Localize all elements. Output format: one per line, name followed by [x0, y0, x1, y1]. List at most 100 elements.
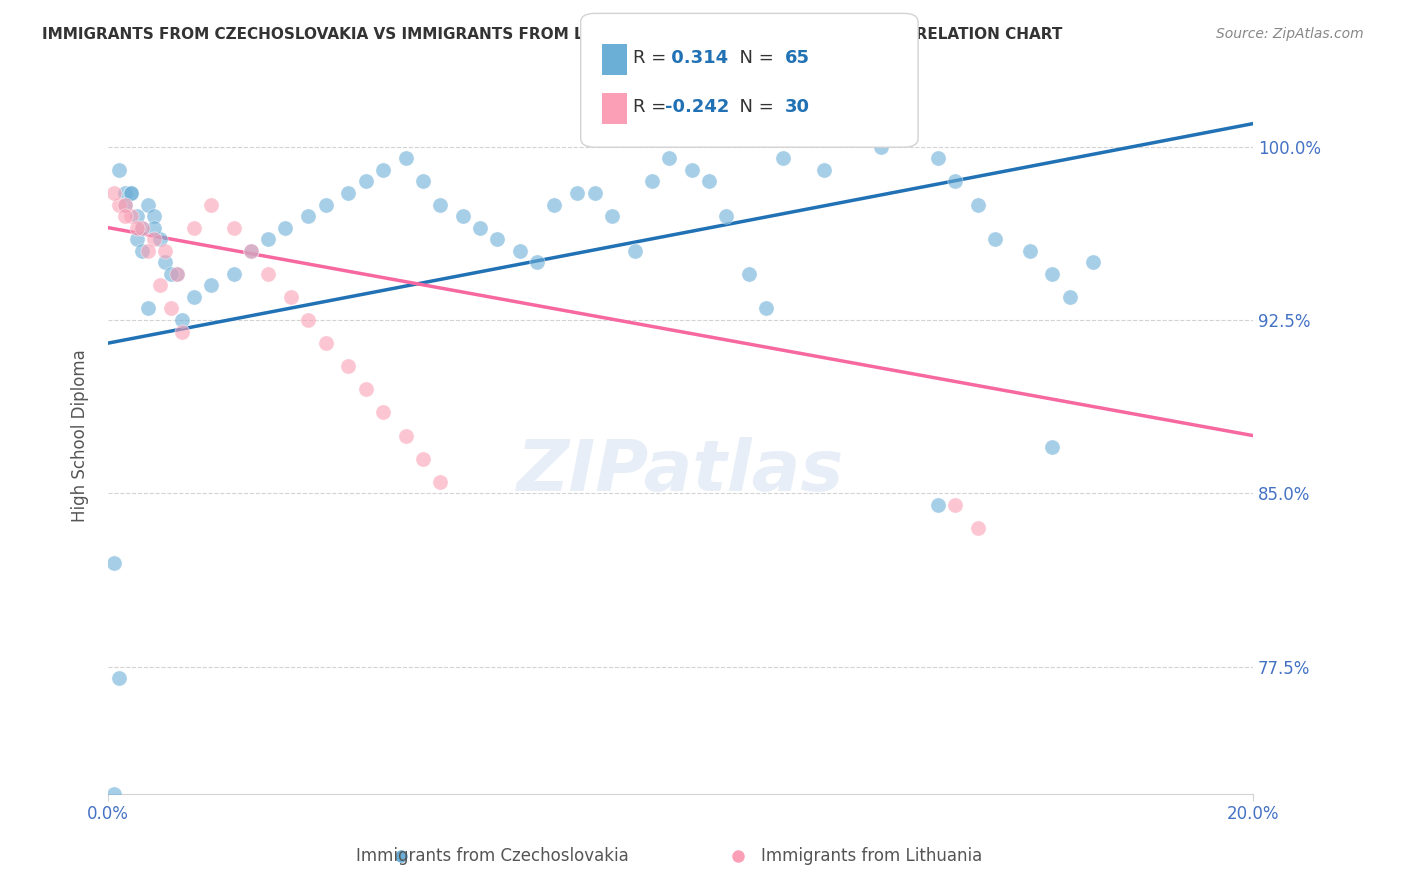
- Point: [114, 209, 136, 223]
- Point: [623, 244, 645, 258]
- Point: [142, 209, 165, 223]
- Point: [927, 151, 949, 165]
- Text: ZIPatlas: ZIPatlas: [517, 437, 844, 506]
- Point: [274, 220, 297, 235]
- Point: [543, 197, 565, 211]
- Point: [257, 232, 280, 246]
- Point: [172, 325, 194, 339]
- Point: [468, 220, 491, 235]
- Point: [114, 197, 136, 211]
- Text: N =: N =: [728, 98, 780, 116]
- Point: [166, 267, 188, 281]
- Point: [108, 671, 131, 685]
- Point: [1042, 267, 1064, 281]
- Point: [755, 301, 778, 316]
- Point: [600, 209, 623, 223]
- Point: [927, 498, 949, 512]
- Point: [131, 244, 153, 258]
- Point: [131, 220, 153, 235]
- Text: Immigrants from Lithuania: Immigrants from Lithuania: [761, 847, 983, 865]
- Text: R =: R =: [633, 98, 672, 116]
- Point: [103, 787, 125, 801]
- Point: [148, 232, 170, 246]
- Point: [155, 244, 177, 258]
- Point: [583, 186, 606, 200]
- Point: [943, 498, 966, 512]
- Point: [567, 186, 589, 200]
- Point: [395, 151, 418, 165]
- Point: [429, 475, 451, 489]
- Point: [103, 556, 125, 570]
- Point: [200, 197, 222, 211]
- Point: [240, 244, 263, 258]
- Point: [120, 186, 142, 200]
- Point: [658, 151, 681, 165]
- Point: [738, 267, 761, 281]
- Point: [354, 382, 377, 396]
- Point: [337, 359, 360, 374]
- Point: [371, 162, 394, 177]
- Point: [257, 267, 280, 281]
- Point: [1018, 244, 1040, 258]
- Point: [120, 209, 142, 223]
- Point: [114, 197, 136, 211]
- Point: [125, 232, 148, 246]
- Point: [103, 186, 125, 200]
- Text: Immigrants from Czechoslovakia: Immigrants from Czechoslovakia: [356, 847, 628, 865]
- Point: [716, 209, 738, 223]
- Text: 65: 65: [785, 49, 810, 67]
- Point: [172, 313, 194, 327]
- Point: [813, 162, 835, 177]
- Point: [131, 220, 153, 235]
- Point: [1042, 440, 1064, 454]
- Text: N =: N =: [728, 49, 780, 67]
- Point: [136, 197, 159, 211]
- Point: [142, 220, 165, 235]
- Point: [183, 290, 205, 304]
- Point: [108, 197, 131, 211]
- Point: [486, 232, 509, 246]
- Text: IMMIGRANTS FROM CZECHOSLOVAKIA VS IMMIGRANTS FROM LITHUANIA HIGH SCHOOL DIPLOMA : IMMIGRANTS FROM CZECHOSLOVAKIA VS IMMIGR…: [42, 27, 1063, 42]
- Point: [967, 197, 990, 211]
- Point: [136, 301, 159, 316]
- Point: [943, 174, 966, 188]
- Point: [772, 151, 794, 165]
- Point: [641, 174, 664, 188]
- Text: R =: R =: [633, 49, 672, 67]
- Point: [354, 174, 377, 188]
- Point: [280, 290, 302, 304]
- Point: [412, 451, 434, 466]
- Point: [526, 255, 548, 269]
- Point: [697, 174, 720, 188]
- Point: [240, 244, 263, 258]
- Point: [166, 267, 188, 281]
- Point: [984, 232, 1007, 246]
- Point: [509, 244, 531, 258]
- Point: [142, 232, 165, 246]
- Text: 30: 30: [785, 98, 810, 116]
- Point: [412, 174, 434, 188]
- Point: [429, 197, 451, 211]
- Point: [297, 313, 319, 327]
- Point: [451, 209, 474, 223]
- Point: [200, 278, 222, 293]
- Point: [148, 278, 170, 293]
- Text: Source: ZipAtlas.com: Source: ZipAtlas.com: [1216, 27, 1364, 41]
- Text: -0.242: -0.242: [665, 98, 730, 116]
- Point: [155, 255, 177, 269]
- Point: [315, 197, 337, 211]
- Point: [371, 405, 394, 419]
- Point: [136, 244, 159, 258]
- Point: [114, 186, 136, 200]
- Point: [222, 220, 245, 235]
- Point: [125, 209, 148, 223]
- Point: [869, 140, 891, 154]
- Point: [125, 220, 148, 235]
- Point: [160, 267, 183, 281]
- Point: [183, 220, 205, 235]
- Point: [681, 162, 703, 177]
- Point: [120, 186, 142, 200]
- Point: [222, 267, 245, 281]
- Point: [315, 336, 337, 351]
- Point: [297, 209, 319, 223]
